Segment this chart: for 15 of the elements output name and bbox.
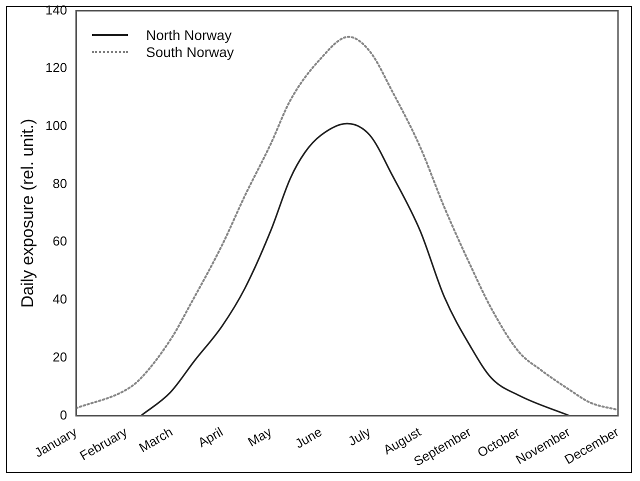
x-tick-label: June (292, 424, 324, 452)
y-tick-label: 80 (52, 176, 68, 191)
y-tick-label: 0 (60, 407, 68, 422)
y-tick-label: 120 (45, 60, 68, 76)
legend-label: North Norway (146, 26, 232, 42)
y-tick-label: 140 (45, 2, 68, 18)
y-axis-title: Daily exposure (rel. unit.) (18, 118, 37, 308)
y-tick-label: 40 (52, 292, 68, 307)
y-tick-label: 60 (52, 234, 68, 249)
y-tick-label: 20 (52, 349, 68, 364)
y-tick-label: 100 (45, 118, 68, 134)
x-tick-label: May (245, 424, 275, 450)
legend-label: South Norway (146, 44, 234, 60)
x-tick-label: April (195, 424, 226, 450)
x-tick-label: July (346, 424, 374, 449)
